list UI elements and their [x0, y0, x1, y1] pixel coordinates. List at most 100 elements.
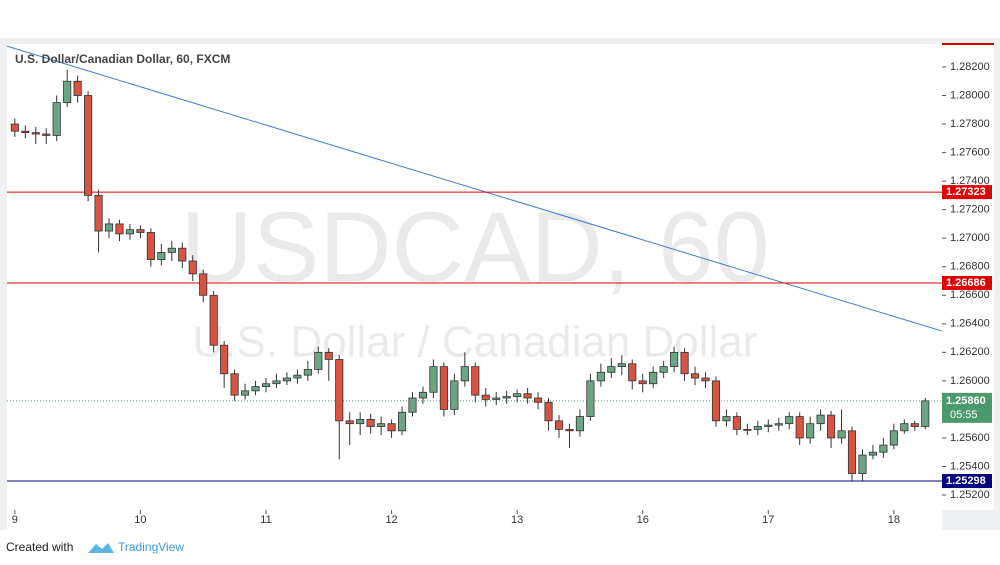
candle-body: [136, 229, 145, 233]
candle-body: [439, 366, 448, 410]
candle-body: [774, 423, 783, 426]
x-tick-label: 9: [12, 514, 18, 526]
y-tick-label: 1.27600: [950, 146, 990, 158]
candle-body: [638, 380, 647, 385]
y-tick-label: 1.26400: [950, 318, 990, 330]
candle-body: [293, 374, 302, 379]
candle-body: [303, 369, 312, 376]
plot-layer: [6, 45, 943, 482]
y-tick-label: 1.26000: [950, 375, 990, 387]
candle-body: [73, 80, 82, 96]
candle-body: [52, 102, 61, 136]
candle-body: [178, 247, 187, 262]
y-tick-label: 1.27800: [950, 118, 990, 130]
trend-line: [6, 45, 943, 332]
candle-body: [429, 366, 438, 393]
candle-body: [575, 416, 584, 432]
footer-brand[interactable]: TradingView: [118, 540, 184, 554]
y-tick-label: 1.25600: [950, 432, 990, 444]
candle-body: [94, 194, 103, 232]
y-tick-label: 1.27000: [950, 232, 990, 244]
level-tag: [942, 275, 992, 290]
candle-body: [492, 397, 501, 400]
candle-body: [146, 232, 155, 260]
candle-body: [617, 363, 626, 368]
x-tick-label: 12: [385, 514, 397, 526]
candle-body: [345, 420, 354, 425]
watermark-name: U.S. Dollar / Canadian Dollar: [193, 318, 758, 367]
x-tick-label: 11: [260, 514, 271, 526]
candle-body: [63, 80, 72, 104]
y-tick-label: 1.26200: [950, 346, 990, 358]
candle-body: [125, 229, 135, 235]
candle-body: [596, 371, 605, 382]
candle-body: [837, 430, 846, 439]
candle-body: [900, 423, 909, 432]
candle-body: [31, 132, 40, 135]
candle-body: [680, 351, 689, 375]
candle-body: [397, 411, 407, 432]
x-tick-label: 10: [134, 514, 146, 526]
y-tick-label: 1.26600: [950, 289, 990, 301]
candle-body: [335, 359, 344, 422]
plot-area: [7, 44, 942, 510]
level-label: 1.25298: [946, 475, 986, 487]
candle-body: [816, 414, 825, 425]
candle-body: [534, 397, 543, 403]
candle-body: [910, 423, 919, 427]
candle-body: [523, 393, 532, 399]
candle-body: [858, 454, 867, 475]
candle-body: [230, 373, 239, 396]
candle-body: [21, 130, 30, 134]
candle-body: [115, 223, 124, 235]
candle-body: [806, 423, 815, 439]
candle-body: [157, 252, 166, 260]
candle-body: [460, 366, 469, 382]
candle-body: [272, 380, 281, 385]
candle-body: [188, 260, 197, 275]
level-tag: [942, 185, 992, 200]
candle-body: [513, 393, 522, 397]
y-tick-label: 1.25200: [950, 489, 990, 501]
time-axis: [7, 510, 942, 530]
candle-body: [387, 423, 396, 432]
candle-body: [84, 95, 93, 196]
candle-body: [732, 416, 741, 430]
candle-body: [10, 123, 19, 132]
candle-body: [785, 416, 794, 425]
watermark-symbol: USDCAD, 60: [180, 191, 769, 303]
candle-body: [408, 397, 417, 413]
last-price-tag: [942, 392, 992, 423]
candle-body: [251, 386, 260, 392]
x-tick-label: 18: [888, 514, 900, 526]
candle-body: [104, 223, 114, 232]
candle-body: [356, 418, 365, 425]
candle-body: [701, 377, 710, 382]
candle-body: [868, 451, 877, 456]
candle-body: [690, 373, 700, 379]
candle-body: [261, 383, 271, 387]
x-tick-label: 17: [762, 514, 774, 526]
candle-body: [565, 428, 574, 432]
candle-body: [241, 390, 250, 396]
y-tick-label: 1.27200: [950, 204, 990, 216]
candle-body: [314, 351, 323, 370]
logo-icon: [88, 543, 114, 553]
candle-body: [282, 377, 291, 382]
y-tick-label: 1.28000: [950, 89, 990, 101]
candle-body: [450, 380, 459, 410]
candle-body: [502, 396, 511, 399]
candle-body: [471, 366, 480, 396]
y-tick-label: 1.28200: [950, 61, 990, 73]
candle-body: [418, 391, 428, 399]
candle-body: [607, 366, 616, 373]
y-tick-label: 1.27400: [950, 175, 990, 187]
countdown: 05:55: [950, 409, 978, 421]
candle-body: [847, 430, 857, 475]
candle-body: [209, 294, 218, 346]
chart-title: U.S. Dollar/Canadian Dollar, 60, FXCM: [15, 52, 230, 66]
level-label: 1.27323: [946, 186, 986, 198]
candle-body: [659, 366, 668, 373]
x-tick-label: 13: [511, 514, 523, 526]
